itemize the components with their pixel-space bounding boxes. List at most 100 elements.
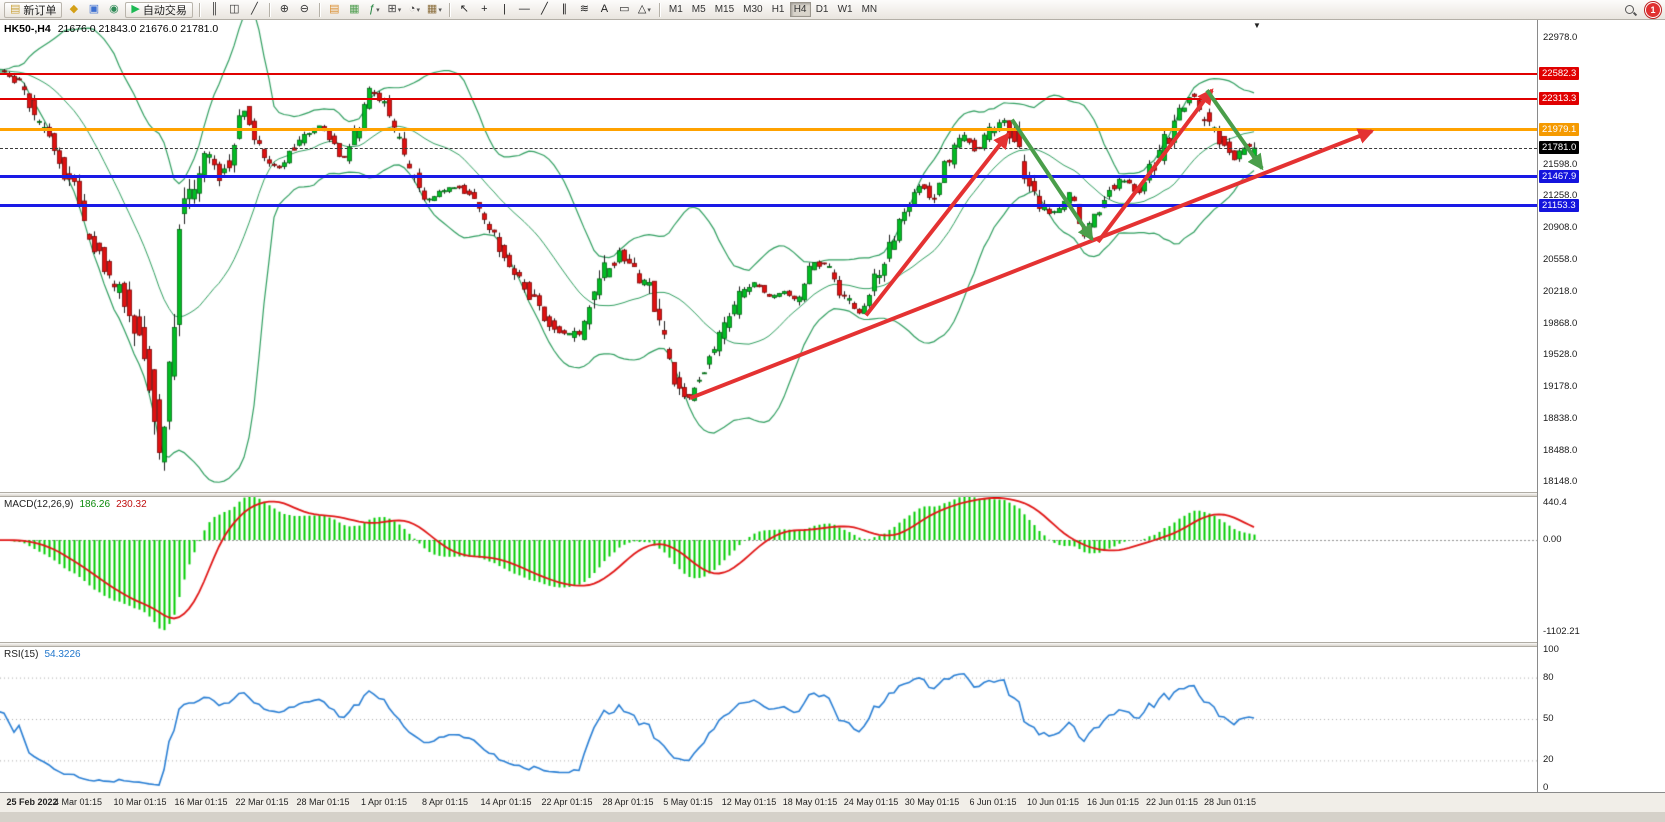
horizontal-line-button[interactable]: —: [515, 2, 534, 18]
rsi-axis-label: 100: [1543, 644, 1559, 655]
time-axis-label: 10 Mar 01:15: [113, 797, 167, 807]
candlestick-chart-button[interactable]: ◫: [225, 2, 244, 18]
cursor-button[interactable]: ↖: [455, 2, 474, 18]
price-axis-label: 20908.0: [1543, 222, 1578, 234]
time-axis-label: 16 Mar 01:15: [174, 797, 228, 807]
trend-arrow[interactable]: [689, 128, 1375, 401]
time-axis-label: 28 Apr 01:15: [602, 797, 654, 807]
price-axis-label: 18838.0: [1543, 412, 1578, 424]
horizontal-level-line[interactable]: [0, 98, 1537, 101]
timeframe-h1[interactable]: H1: [768, 2, 789, 17]
price-axis-label: 20218.0: [1543, 285, 1578, 297]
time-axis-label: 16 Jun 01:15: [1086, 797, 1140, 807]
channel-icon: ∥: [561, 3, 568, 15]
fibonacci-button[interactable]: ≋: [575, 2, 594, 18]
time-axis-label: 28 Jun 01:15: [1203, 797, 1257, 807]
trend-arrow[interactable]: [1096, 88, 1214, 244]
play-icon: ▶: [131, 3, 140, 15]
text-button[interactable]: A: [595, 2, 614, 18]
channel-button[interactable]: ∥: [555, 2, 574, 18]
new-order-button[interactable]: ▤ 新订单: [4, 1, 63, 18]
new-order-button-label: 新订单: [23, 4, 57, 17]
rsi-axis-label: 50: [1543, 713, 1554, 724]
price-badge: 21467.9: [1539, 169, 1580, 183]
macd-canvas[interactable]: [0, 497, 1537, 642]
time-axis-label: 22 Mar 01:15: [235, 797, 289, 807]
rsi-axis-label: 20: [1543, 754, 1554, 766]
panel-splitter[interactable]: [0, 492, 1665, 497]
zoom-out-button[interactable]: ⊖: [295, 2, 314, 18]
trend-arrow[interactable]: [864, 132, 1010, 317]
templates-button[interactable]: ▦ ▾: [425, 2, 444, 18]
symbols-button[interactable]: ◆: [64, 2, 83, 18]
time-axis-label: 30 May 01:15: [904, 797, 960, 807]
timeframe-d1[interactable]: D1: [812, 2, 833, 17]
bottom-strip: [0, 812, 1665, 822]
trendline-button[interactable]: ╱: [535, 2, 554, 18]
price-axis-label: 20558.0: [1543, 254, 1578, 266]
price-axis-label: 21598.0: [1543, 158, 1578, 170]
trend-arrow[interactable]: [1205, 89, 1264, 171]
rsi-canvas[interactable]: [0, 647, 1537, 792]
rsi-value: 54.3226: [44, 649, 81, 660]
cascade-windows-button[interactable]: ▦: [345, 2, 364, 18]
indicators-button[interactable]: ƒ ▾: [365, 2, 384, 18]
trend-arrow[interactable]: [1010, 118, 1094, 242]
add-chart-button[interactable]: ⊞ ▾: [385, 2, 404, 18]
macd-axis-label: 440.4: [1543, 497, 1567, 508]
autotrade-button-label: 自动交易: [142, 4, 187, 17]
fibonacci-icon: ≋: [579, 3, 589, 15]
toolbar-right-group: 1: [1621, 2, 1661, 18]
navigator-icon: ◉: [109, 3, 119, 15]
timeframe-h4[interactable]: H4: [789, 2, 811, 17]
panel-splitter[interactable]: [0, 642, 1665, 647]
timeframe-mn[interactable]: MN: [858, 2, 882, 17]
dropdown-caret-icon: ▾: [647, 6, 651, 14]
market-watch-button[interactable]: ▣: [84, 2, 103, 18]
notification-badge[interactable]: 1: [1645, 2, 1661, 18]
bid-price-line: [0, 148, 1537, 150]
horizontal-level-line[interactable]: [0, 128, 1537, 132]
horizontal-level-line[interactable]: [0, 204, 1537, 208]
price-axis[interactable]: 22978.0 21598.0 21258.0 20908.0 20558.0 20218…: [1537, 0, 1665, 812]
timeframe-m30[interactable]: M30: [739, 2, 766, 17]
crosshair-button[interactable]: +: [475, 2, 494, 18]
period-icon: ◔: [408, 3, 416, 15]
macd-axis-label: -1102.21: [1543, 626, 1580, 637]
line-chart-button[interactable]: ╱: [245, 2, 264, 18]
macd-panel: MACD(12,26,9) 186.26 230.32: [0, 497, 1537, 642]
tile-windows-button[interactable]: ▤: [325, 2, 344, 18]
new-order-icon: ▤: [10, 3, 21, 15]
search-button[interactable]: [1621, 2, 1640, 18]
horizontal-level-line[interactable]: [0, 175, 1537, 179]
toolbar-separator: [448, 2, 450, 17]
main-toolbar: ▤ 新订单 ◆ ▣ ◉ ▶ 自动交易 ║ ◫ ╱ ⊕ ⊖ ▤ ▦ ƒ ▾ ⊞ ▾ ◔ ▾ ▦ ▾ ↖ + | — ╱ ∥ ≋ A ▭ △ ▾ M1…: [0, 0, 1665, 20]
time-axis[interactable]: 25 Feb 2022 4 Mar 01:15 10 Mar 01:15 16 Mar…: [0, 792, 1665, 812]
label-button[interactable]: ▭: [615, 2, 634, 18]
rsi-header: RSI(15) 54.3226: [4, 649, 81, 660]
timeframe-m1[interactable]: M1: [665, 2, 687, 17]
time-axis-label: 1 Apr 01:15: [360, 797, 408, 807]
price-badge: 21781.0: [1539, 141, 1580, 155]
zoom-out-icon: ⊖: [299, 3, 309, 15]
price-axis-label: 19868.0: [1543, 317, 1578, 329]
price-badge: 21979.1: [1539, 122, 1580, 136]
timeframe-w1[interactable]: W1: [834, 2, 857, 17]
timeframe-m5[interactable]: M5: [688, 2, 710, 17]
horizontal-line-icon: —: [518, 3, 530, 15]
zoom-in-button[interactable]: ⊕: [275, 2, 294, 18]
period-button[interactable]: ◔ ▾: [405, 2, 424, 18]
symbols-icon: ◆: [69, 3, 79, 15]
shapes-button[interactable]: △ ▾: [635, 2, 654, 18]
price-axis-label: 18148.0: [1543, 476, 1578, 487]
horizontal-level-line[interactable]: [0, 73, 1537, 76]
bar-chart-button[interactable]: ║: [205, 2, 224, 18]
toolbar-separator: [268, 2, 270, 17]
timeframe-m15[interactable]: M15: [711, 2, 738, 17]
autotrade-button[interactable]: ▶ 自动交易: [125, 1, 193, 18]
vertical-line-button[interactable]: |: [495, 2, 514, 18]
navigator-button[interactable]: ◉: [104, 2, 123, 18]
time-axis-label: 22 Apr 01:15: [541, 797, 593, 807]
price-badge: 22313.3: [1539, 92, 1580, 106]
